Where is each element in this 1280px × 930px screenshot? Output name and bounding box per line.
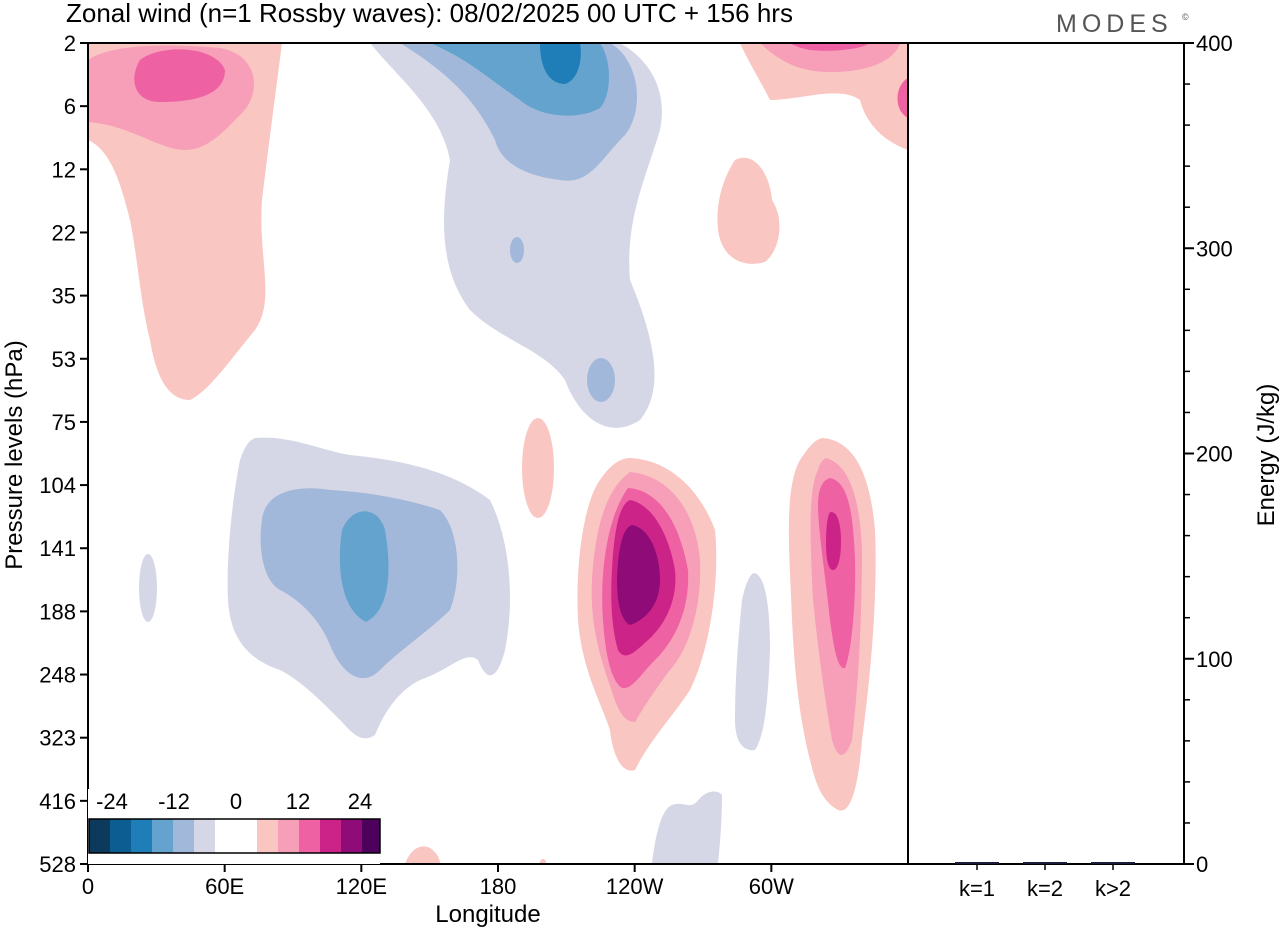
y-tick-label: 528 <box>39 852 76 877</box>
y-tick-label: 2 <box>64 31 76 56</box>
colorbar-legend: -24 -12 0 12 24 <box>88 789 381 864</box>
energy-category-label: k=2 <box>1027 876 1063 901</box>
colorbar-swatch <box>299 819 320 853</box>
energy-tick-label: 0 <box>1196 852 1208 877</box>
contour-neg-bottom <box>652 791 722 864</box>
energy-axis-label: Energy (J/kg) <box>1253 384 1280 527</box>
colorbar-swatch <box>110 819 131 853</box>
colorbar-labels: -24 -12 0 12 24 <box>96 789 372 814</box>
contour-pos-bottom-dot <box>540 859 546 864</box>
colorbar-tick-label: -24 <box>96 789 128 814</box>
energy-category-label: k=1 <box>959 876 995 901</box>
y-tick-label: 188 <box>39 599 76 624</box>
x-tick-label: 120E <box>336 874 387 899</box>
colorbar-swatch <box>131 819 152 853</box>
colorbar-swatch <box>236 819 257 853</box>
contour-pos-topright-l2 <box>760 43 900 72</box>
y-tick-label: 53 <box>52 347 76 372</box>
brand-text: MODES <box>1056 10 1173 38</box>
contour-pos-central-l5 <box>617 525 660 625</box>
y-tick-label: 35 <box>52 284 76 309</box>
x-tick-label: 60E <box>205 874 244 899</box>
x-tick-label: 0 <box>82 874 94 899</box>
contour-neg-small-2 <box>587 358 615 402</box>
colorbar-swatches <box>89 819 380 853</box>
contour-pos-central-peak0 <box>522 418 554 518</box>
contour-pos-topright-l3 <box>790 43 870 51</box>
contour-pos-bottom <box>405 846 440 864</box>
energy-bar <box>1023 862 1067 864</box>
colorbar-swatch <box>89 819 110 853</box>
colorbar-tick-label: -12 <box>158 789 190 814</box>
y-tick-label: 22 <box>52 220 76 245</box>
energy-bars <box>955 862 1135 864</box>
contour-pos-right-l4 <box>826 512 841 570</box>
energy-tick-label: 200 <box>1196 442 1233 467</box>
x-axis-label: Longitude <box>435 901 540 928</box>
energy-tick-label: 100 <box>1196 647 1233 672</box>
colorbar-tick-label: 12 <box>286 789 310 814</box>
y-tick-label: 248 <box>39 663 76 688</box>
colorbar-swatch <box>362 819 380 853</box>
colorbar-swatch <box>173 819 194 853</box>
energy-bar <box>955 862 999 864</box>
colorbar-swatch <box>194 819 215 853</box>
energy-bar <box>1091 862 1135 864</box>
contour-neg-lower-l3 <box>339 511 389 622</box>
x-tick-label: 120W <box>606 874 664 899</box>
y-axis-ticks: 2 6 12 22 35 53 75 104 141 188 248 323 416 528 <box>39 31 88 877</box>
y-tick-label: 75 <box>52 410 76 435</box>
y-tick-label: 12 <box>52 157 76 182</box>
contour-neg-small-3 <box>139 554 157 622</box>
x-tick-label: 180 <box>480 874 517 899</box>
colorbar-swatch <box>278 819 299 853</box>
contour-pos-rightedge <box>897 78 908 118</box>
y-tick-label: 6 <box>64 94 76 119</box>
chart-title: Zonal wind (n=1 Rossby waves): 08/02/202… <box>66 0 793 28</box>
x-tick-label: 60W <box>749 874 794 899</box>
contour-neg-streak <box>735 573 770 751</box>
energy-category-label: k>2 <box>1095 876 1131 901</box>
y-tick-label: 323 <box>39 726 76 751</box>
colorbar-swatch <box>257 819 278 853</box>
brand-mark: © <box>1182 12 1189 22</box>
y-tick-label: 141 <box>39 536 76 561</box>
colorbar-swatch <box>341 819 362 853</box>
energy-category-labels: k=1 k=2 k>2 <box>959 864 1131 901</box>
contour-neg-small-1 <box>510 237 524 263</box>
colorbar-tick-label: 0 <box>230 789 242 814</box>
y-tick-label: 104 <box>39 473 76 498</box>
contour-pos-topleft-l3 <box>134 49 225 102</box>
contour-neg-top-l4 <box>540 43 581 84</box>
modes-logo: MODES © <box>1056 10 1189 38</box>
energy-tick-label: 300 <box>1196 236 1233 261</box>
contour-pos-topright-l1 <box>740 43 908 150</box>
energy-axis-ticks: 0 100 200 300 400 <box>1184 31 1233 877</box>
y-tick-label: 416 <box>39 789 76 814</box>
colorbar-swatch <box>215 819 236 853</box>
energy-tick-label: 400 <box>1196 31 1233 56</box>
x-axis-ticks: 0 60E 120E 180 120W 60W <box>82 864 794 899</box>
colorbar-border <box>88 818 381 854</box>
colorbar-swatch <box>320 819 341 853</box>
colorbar-tick-label: 24 <box>348 789 372 814</box>
y-axis-label: Pressure levels (hPa) <box>1 340 28 569</box>
contour-field <box>88 43 908 864</box>
contour-pos-mid-right <box>717 157 780 264</box>
colorbar-swatch <box>152 819 173 853</box>
